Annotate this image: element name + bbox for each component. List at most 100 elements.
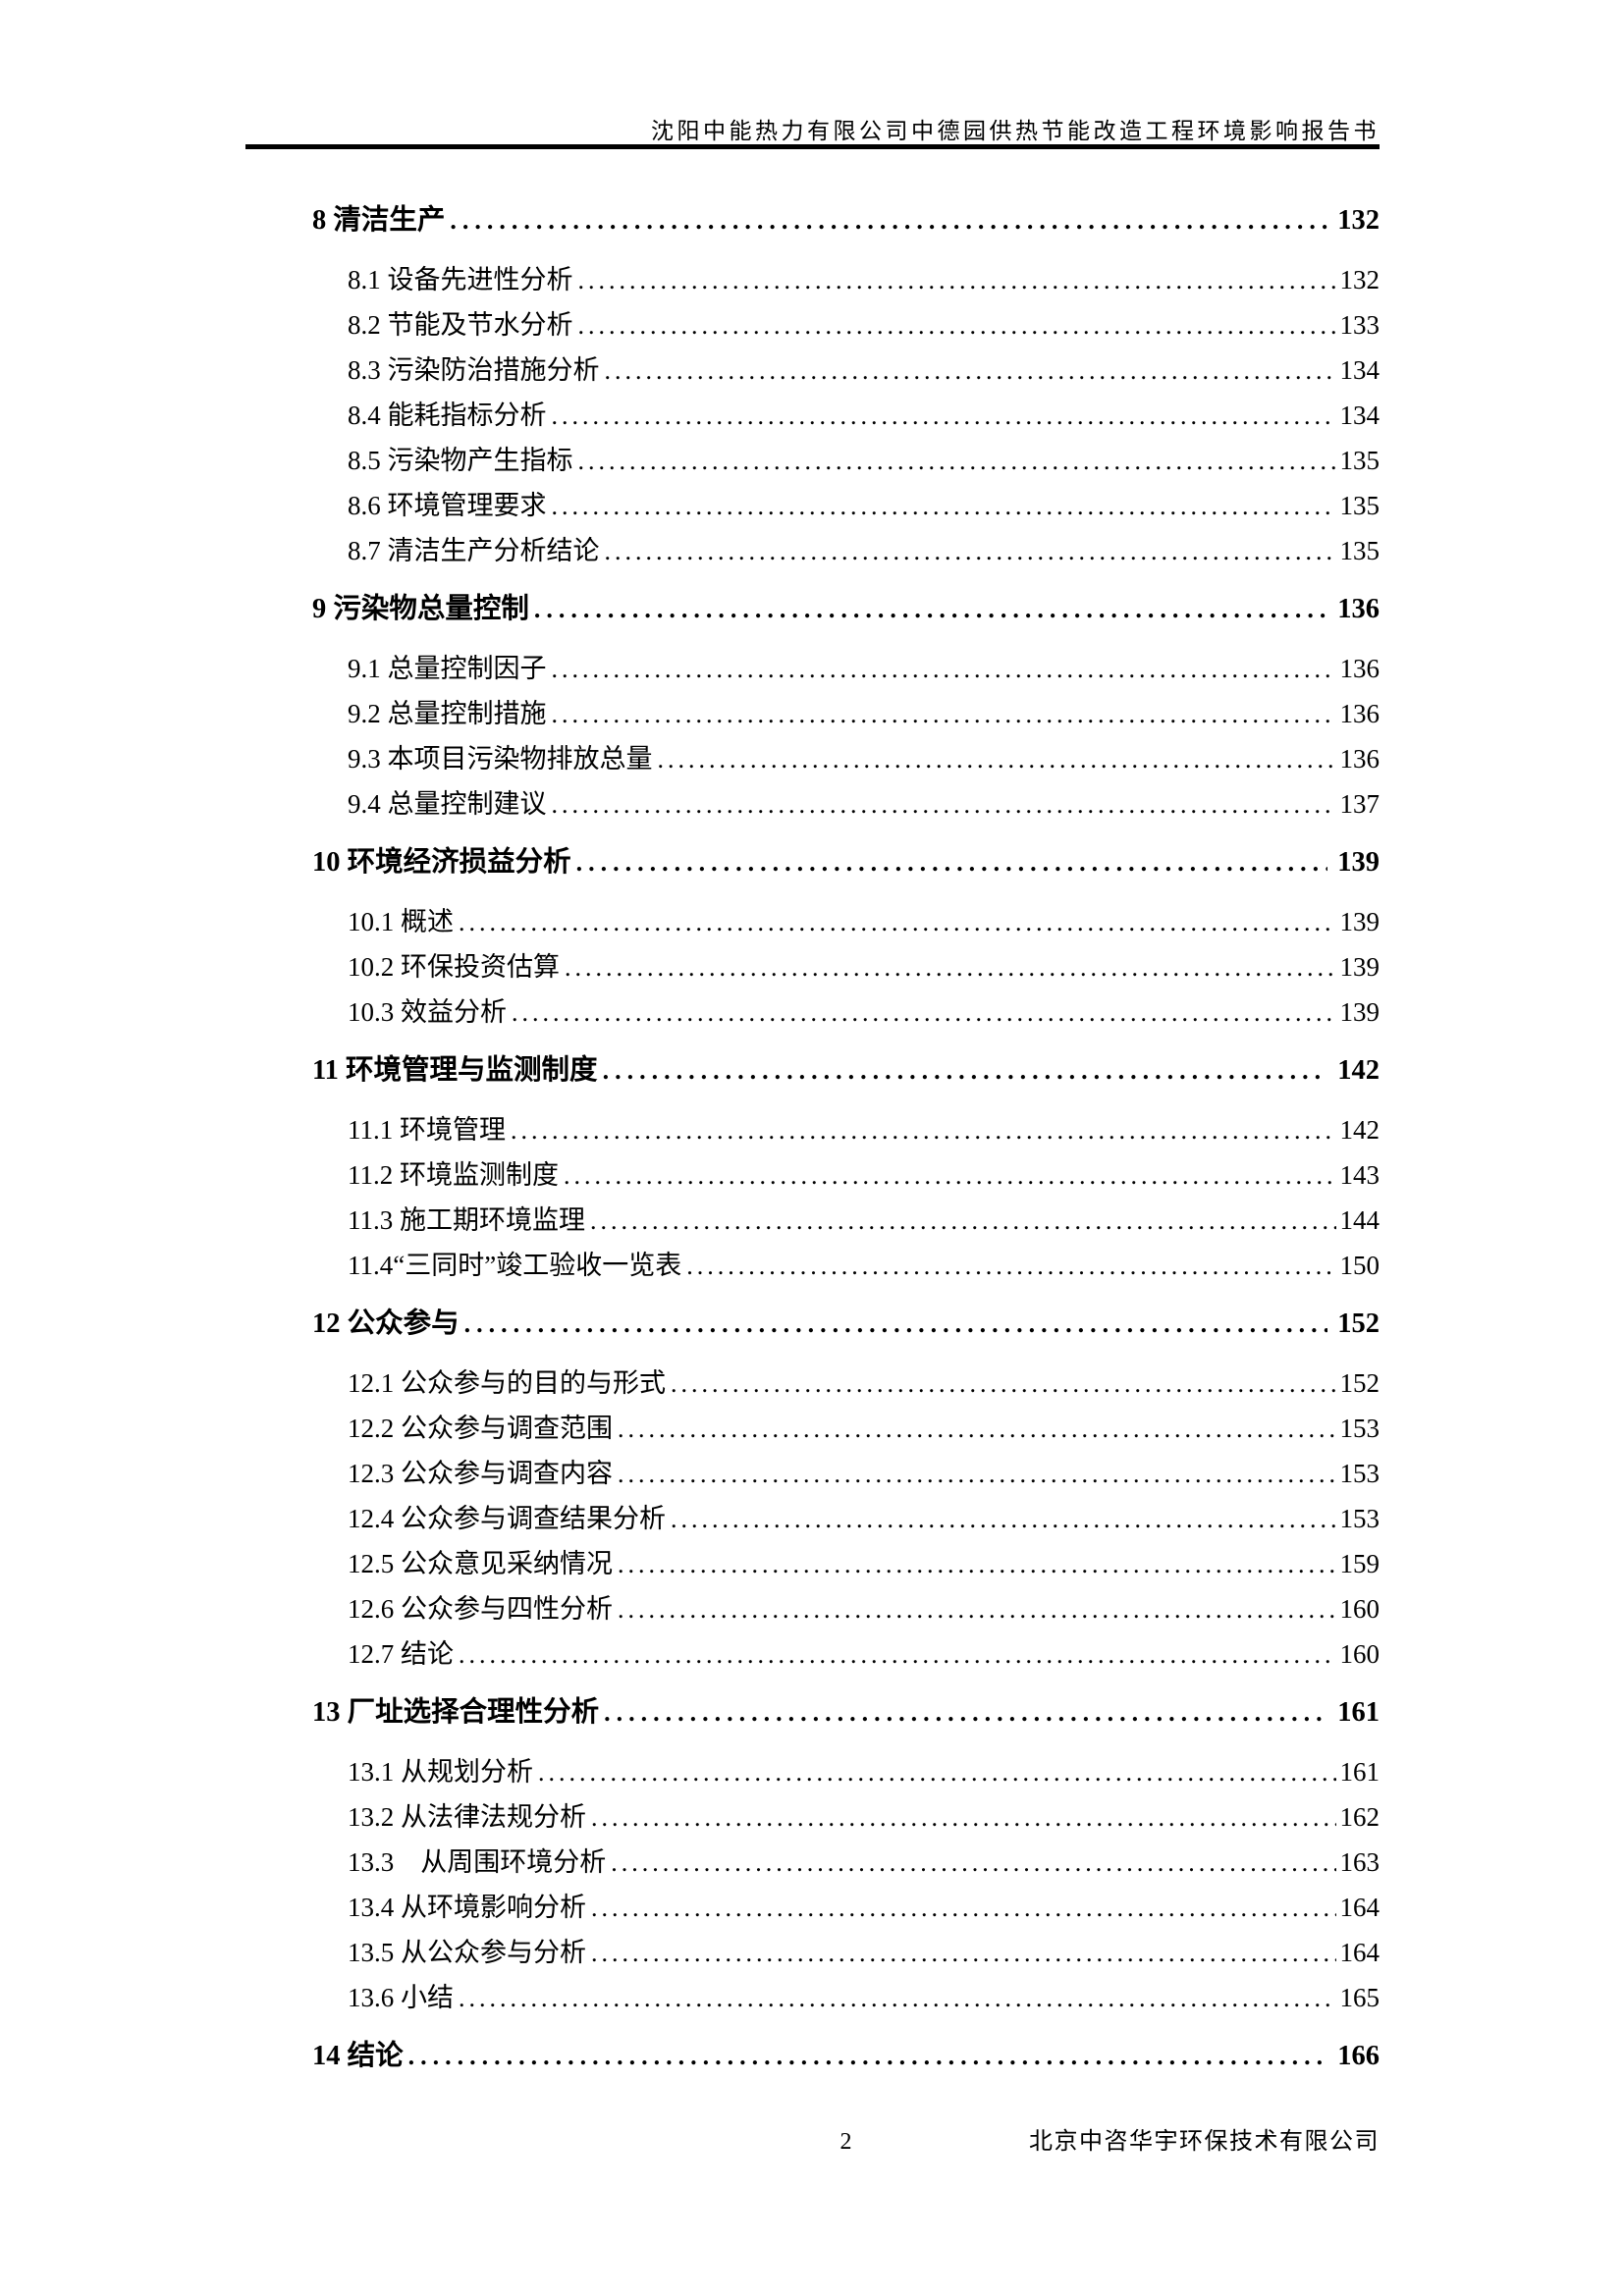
toc-entry-label: 8.3 污染防治措施分析	[348, 355, 600, 385]
toc-entry[interactable]: 12.4 公众参与调查结果分析 153	[312, 1496, 1380, 1541]
toc-entry-page-number: 153	[1339, 1504, 1380, 1533]
toc-dot-leader	[591, 1794, 1336, 1841]
toc-entry-label: 12.3 公众参与调查内容	[348, 1459, 613, 1488]
toc-entry-label: 11.1 环境管理	[348, 1115, 506, 1145]
toc-entry[interactable]: 8.6 环境管理要求 135	[312, 483, 1380, 528]
toc-dot-leader	[538, 1749, 1336, 1795]
toc-entry[interactable]: 12.2 公众参与调查范围 153	[312, 1406, 1380, 1451]
toc-entry[interactable]: 12.3 公众参与调查内容 153	[312, 1451, 1380, 1496]
toc-entry-page-number: 163	[1339, 1847, 1380, 1877]
toc-dot-leader	[552, 393, 1336, 439]
toc-entry-label: 10.2 环保投资估算	[348, 952, 560, 982]
toc-entry[interactable]: 9.4 总量控制建议 137	[312, 781, 1380, 827]
toc-entry[interactable]: 11 环境管理与监测制度 142	[312, 1048, 1380, 1094]
toc-entry[interactable]: 10 环境经济损益分析 139	[312, 840, 1380, 885]
toc-entry-label: 13.5 从公众参与分析	[348, 1938, 586, 1967]
toc-entry-label: 8.5 污染物产生指标	[348, 446, 573, 475]
toc-entry-label: 9 污染物总量控制	[312, 594, 529, 624]
toc-entry-page-number: 164	[1339, 1938, 1380, 1967]
toc-entry[interactable]: 13 厂址选择合理性分析 161	[312, 1690, 1380, 1735]
document-header-title: 沈阳中能热力有限公司中德园供热节能改造工程环境影响报告书	[651, 119, 1380, 143]
toc-entry-label: 12 公众参与	[312, 1308, 460, 1339]
toc-dot-leader	[534, 587, 1327, 632]
toc-entry-label: 11 环境管理与监测制度	[312, 1055, 598, 1086]
toc-entry-page-number: 162	[1339, 1802, 1380, 1832]
toc-entry-page-number: 165	[1339, 1983, 1380, 2012]
toc-entry-page-number: 135	[1339, 446, 1380, 475]
toc-entry[interactable]: 10.1 概述 139	[312, 899, 1380, 944]
toc-entry[interactable]: 10.2 环保投资估算 139	[312, 944, 1380, 989]
toc-entry-page-number: 139	[1339, 997, 1380, 1027]
toc-entry[interactable]: 12 公众参与 152	[312, 1302, 1380, 1347]
footer-page-number: 2	[839, 2129, 852, 2155]
toc-entry[interactable]: 14 结论 166	[312, 2034, 1380, 2079]
toc-entry[interactable]: 13.5 从公众参与分析 164	[312, 1930, 1380, 1975]
toc-entry-label: 12.2 公众参与调查范围	[348, 1414, 613, 1443]
toc-entry[interactable]: 13.1 从规划分析 161	[312, 1749, 1380, 1794]
toc-entry[interactable]: 11.4“三同时”竣工验收一览表 150	[312, 1243, 1380, 1288]
toc-entry[interactable]: 8.3 污染防治措施分析 134	[312, 347, 1380, 393]
toc-entry[interactable]: 8.5 污染物产生指标 135	[312, 438, 1380, 483]
toc-entry[interactable]: 11.2 环境监测制度 143	[312, 1152, 1380, 1198]
toc-entry-page-number: 161	[1339, 1757, 1380, 1787]
toc-entry[interactable]: 8 清洁生产 132	[312, 198, 1380, 243]
toc-entry[interactable]: 13.3 从周围环境分析 163	[312, 1840, 1380, 1885]
toc-dot-leader	[464, 1302, 1328, 1347]
toc-dot-leader	[605, 528, 1336, 574]
toc-dot-leader	[604, 1690, 1327, 1735]
toc-entry-page-number: 139	[1337, 847, 1380, 878]
toc-entry-label: 14 结论	[312, 2041, 404, 2071]
toc-entry[interactable]: 13.6 小结 165	[312, 1975, 1380, 2020]
toc-entry[interactable]: 13.4 从环境影响分析 164	[312, 1885, 1380, 1930]
toc-entry[interactable]: 12.5 公众意见采纳情况 159	[312, 1541, 1380, 1586]
toc-dot-leader	[565, 944, 1336, 990]
toc-entry-label: 9.1 总量控制因子	[348, 654, 547, 683]
toc-entry[interactable]: 13.2 从法律法规分析 162	[312, 1794, 1380, 1840]
toc-entry-label: 10.1 概述	[348, 907, 454, 936]
toc-entry-label: 13.3 从周围环境分析	[348, 1847, 607, 1877]
toc-entry-page-number: 137	[1339, 789, 1380, 819]
toc-entry-label: 9.3 本项目污染物排放总量	[348, 744, 653, 774]
toc-entry-page-number: 166	[1337, 2041, 1380, 2071]
toc-dot-leader	[459, 899, 1336, 945]
toc-dot-leader	[618, 1451, 1336, 1497]
toc-entry[interactable]: 9 污染物总量控制 136	[312, 587, 1380, 632]
toc-dot-leader	[552, 781, 1336, 828]
toc-entry[interactable]: 12.6 公众参与四性分析 160	[312, 1586, 1380, 1631]
toc-entry[interactable]: 8.2 节能及节水分析 133	[312, 302, 1380, 347]
toc-entry[interactable]: 11.3 施工期环境监理 144	[312, 1198, 1380, 1243]
toc-entry[interactable]: 8.7 清洁生产分析结论 135	[312, 528, 1380, 573]
toc-entry-label: 8.1 设备先进性分析	[348, 265, 573, 294]
toc-entry-page-number: 153	[1339, 1414, 1380, 1443]
toc-dot-leader	[578, 302, 1336, 348]
toc-entry[interactable]: 10.3 效益分析 139	[312, 989, 1380, 1035]
toc-entry-label: 10 环境经济损益分析	[312, 847, 571, 878]
toc-entry-label: 8.6 环境管理要求	[348, 491, 547, 520]
toc-entry-page-number: 142	[1337, 1055, 1380, 1086]
toc-entry-page-number: 152	[1337, 1308, 1380, 1339]
toc-entry-label: 12.4 公众参与调查结果分析	[348, 1504, 666, 1533]
toc-entry[interactable]: 8.1 设备先进性分析 132	[312, 257, 1380, 302]
toc-entry-page-number: 136	[1339, 654, 1380, 683]
toc-entry-page-number: 132	[1339, 265, 1380, 294]
toc-entry-label: 10.3 效益分析	[348, 997, 507, 1027]
toc-entry[interactable]: 11.1 环境管理 142	[312, 1107, 1380, 1152]
toc-entry-label: 11.3 施工期环境监理	[348, 1205, 585, 1235]
toc-entry-label: 9.2 总量控制措施	[348, 699, 547, 728]
toc-entry[interactable]: 8.4 能耗指标分析 134	[312, 393, 1380, 438]
toc-entry-label: 8 清洁生产	[312, 205, 446, 236]
toc-entry[interactable]: 9.1 总量控制因子 136	[312, 646, 1380, 691]
toc-entry[interactable]: 9.3 本项目污染物排放总量 136	[312, 736, 1380, 781]
toc-entry-page-number: 139	[1339, 907, 1380, 936]
toc-entry[interactable]: 12.1 公众参与的目的与形式 152	[312, 1361, 1380, 1406]
toc-dot-leader	[512, 989, 1336, 1036]
toc-dot-leader	[603, 1048, 1328, 1094]
toc-entry[interactable]: 12.7 结论 160	[312, 1631, 1380, 1677]
toc-entry-page-number: 161	[1337, 1697, 1380, 1728]
toc-entry[interactable]: 9.2 总量控制措施 136	[312, 691, 1380, 736]
toc-entry-label: 8.7 清洁生产分析结论	[348, 536, 600, 565]
toc-entry-page-number: 134	[1339, 400, 1380, 430]
toc-dot-leader	[658, 736, 1336, 782]
toc-entry-page-number: 160	[1339, 1639, 1380, 1669]
toc-entry-label: 8.4 能耗指标分析	[348, 400, 547, 430]
